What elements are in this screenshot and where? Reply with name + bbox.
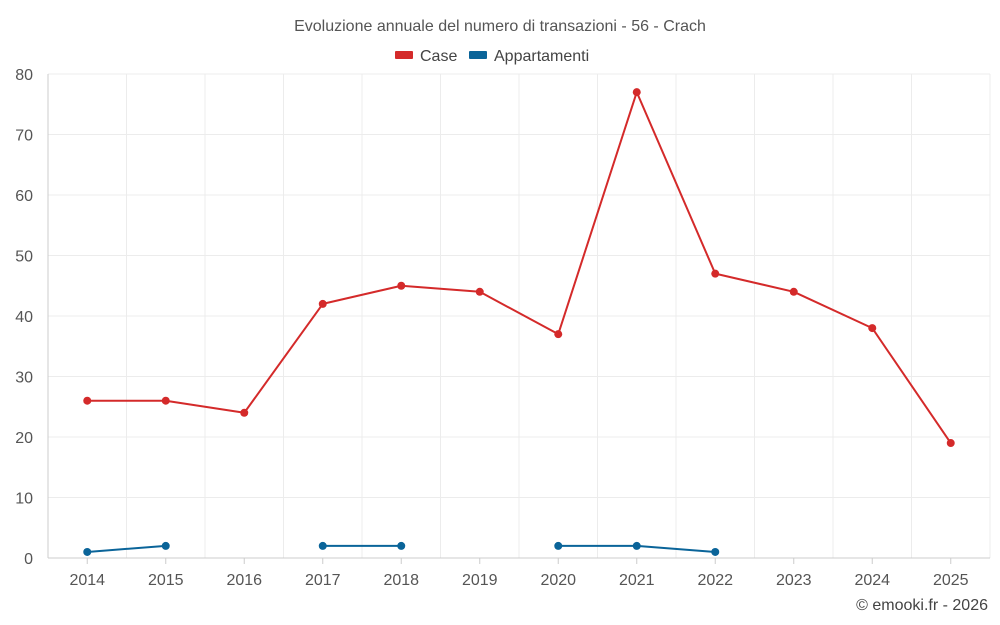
- legend-item-case[interactable]: Case: [395, 48, 457, 65]
- x-tick-label: 2021: [619, 572, 655, 589]
- data-point-case[interactable]: [711, 269, 720, 278]
- series-layer: [83, 88, 955, 556]
- legend-swatch-appartamenti: [469, 51, 487, 59]
- y-tick-label: 30: [15, 370, 33, 387]
- data-point-appartamenti[interactable]: [397, 541, 406, 550]
- grid: [48, 73, 991, 558]
- data-point-case[interactable]: [632, 88, 641, 97]
- x-tick-label: 2022: [697, 572, 733, 589]
- credit: © emooki.fr - 2026: [856, 597, 988, 614]
- legend-item-appartamenti[interactable]: Appartamenti: [469, 48, 589, 65]
- y-tick-label: 40: [15, 309, 33, 326]
- data-point-case[interactable]: [83, 396, 92, 405]
- x-tick-label: 2025: [933, 572, 969, 589]
- data-point-appartamenti[interactable]: [632, 541, 641, 550]
- data-point-case[interactable]: [318, 299, 327, 308]
- legend[interactable]: Case Appartamenti: [395, 48, 589, 65]
- data-point-case[interactable]: [240, 408, 249, 417]
- y-tick-label: 70: [15, 128, 33, 145]
- x-tick-label: 2023: [776, 572, 812, 589]
- data-point-case[interactable]: [397, 281, 406, 290]
- y-tick-label: 50: [15, 249, 33, 266]
- data-point-case[interactable]: [946, 439, 955, 448]
- y-tick-label: 0: [24, 551, 33, 568]
- legend-label-case: Case: [420, 48, 457, 65]
- data-point-appartamenti[interactable]: [161, 541, 170, 550]
- legend-label-appartamenti: Appartamenti: [494, 48, 589, 65]
- x-tick-label: 2014: [69, 572, 105, 589]
- data-point-case[interactable]: [554, 330, 563, 339]
- data-point-case[interactable]: [868, 324, 877, 333]
- data-point-appartamenti[interactable]: [318, 541, 327, 550]
- axes: 0 10 20 30 40 50 60 70 80 2014 2015 2016 2017 2018 201…: [15, 67, 990, 589]
- x-tick-label: 2018: [383, 572, 419, 589]
- y-tick-label: 80: [15, 67, 33, 84]
- x-tick-label: 2017: [305, 572, 341, 589]
- x-tick-label: 2016: [226, 572, 262, 589]
- x-tick-label: 2024: [854, 572, 890, 589]
- series-line-appartamenti: [87, 544, 166, 553]
- y-tick-label: 10: [15, 491, 33, 508]
- series-line-case: [87, 91, 952, 444]
- data-point-case[interactable]: [161, 396, 170, 405]
- legend-swatch-case: [395, 51, 413, 59]
- x-tick-label: 2015: [148, 572, 184, 589]
- y-tick-label: 20: [15, 430, 33, 447]
- data-point-appartamenti[interactable]: [83, 547, 92, 556]
- data-point-appartamenti[interactable]: [554, 541, 563, 550]
- x-tick-label: 2020: [540, 572, 576, 589]
- x-tick-label: 2019: [462, 572, 498, 589]
- data-point-appartamenti[interactable]: [711, 547, 720, 556]
- data-point-case[interactable]: [789, 287, 798, 296]
- data-point-case[interactable]: [475, 287, 484, 296]
- y-tick-label: 60: [15, 188, 33, 205]
- chart-title: Evoluzione annuale del numero di transaz…: [294, 18, 706, 35]
